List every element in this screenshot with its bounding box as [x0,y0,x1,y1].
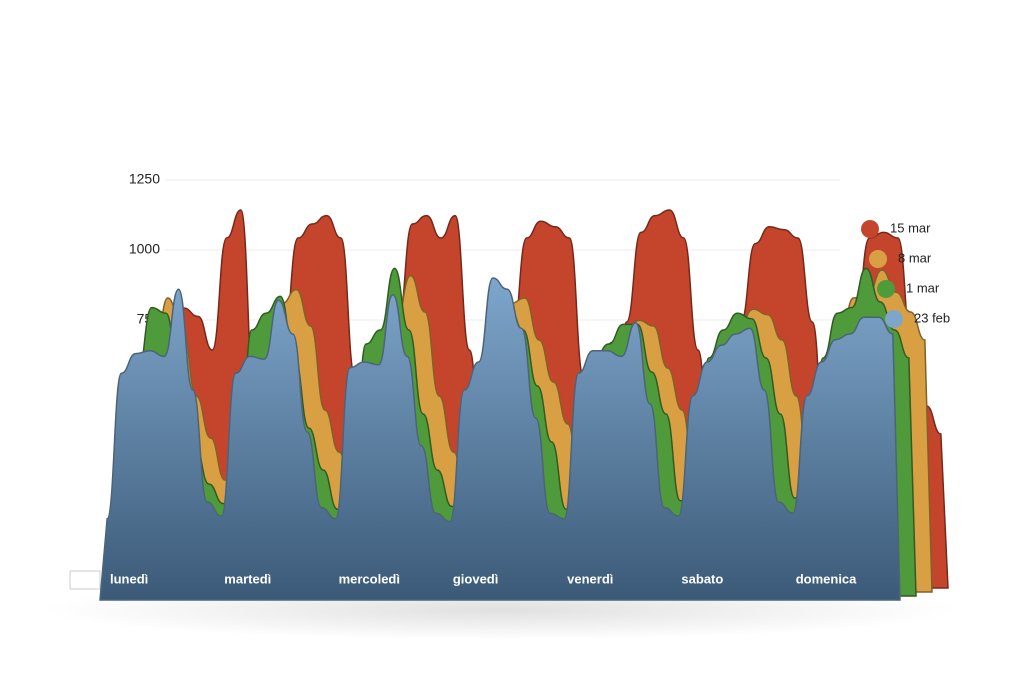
x-tick-label: domenica [796,571,857,586]
x-tick-label: venerdì [567,571,613,586]
legend-swatch [861,220,879,238]
x-tick-label: giovedì [453,571,499,586]
frame [69,570,101,590]
legend-swatch [877,280,895,298]
series-area [99,277,901,601]
legend-label: 23 feb [914,310,950,325]
y-tick-label: 1000 [129,241,160,257]
x-tick-label: martedì [224,571,271,586]
legend-label: 15 mar [890,220,931,235]
legend-label: 1 mar [906,280,940,295]
legend-swatch [869,250,887,268]
x-tick-label: sabato [681,571,723,586]
x-tick-label: mercoledì [339,571,400,586]
legend-swatch [885,310,903,328]
legend-label: 8 mar [898,250,932,265]
x-tick-label: lunedì [110,571,148,586]
y-tick-label: 1250 [129,171,160,187]
